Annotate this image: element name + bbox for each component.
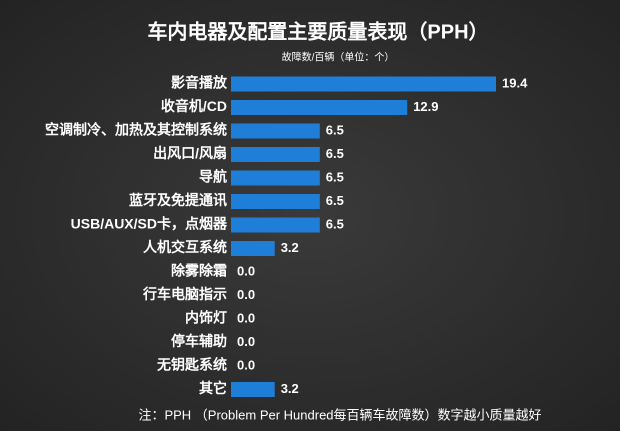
value-label: 6.5 [326,216,344,231]
chart-subtitle: 故障数/百辆（单位：个） [282,51,395,64]
chart-title: 车内电器及配置主要质量表现（PPH） [147,19,488,43]
value-label: 6.5 [326,193,344,208]
bar [231,170,320,186]
bar [231,76,496,92]
category-label: 内饰灯 [185,310,227,326]
bar [231,147,320,162]
value-label: 3.2 [281,240,299,255]
category-label: 出风口/风扇 [153,145,227,161]
value-label: 12.9 [413,99,438,114]
bar [231,123,320,139]
bar [231,217,320,233]
bar [231,241,275,256]
value-label: 0.0 [237,263,255,278]
category-label: 收音机/CD [161,98,227,114]
category-label: 空调制冷、加热及其控制系统 [45,122,227,138]
category-label: 蓝牙及免提通讯 [129,192,227,208]
category-label: 除雾除霜 [171,263,227,279]
category-label: 停车辅助 [171,333,227,349]
bar [231,194,320,209]
value-label: 3.2 [281,381,299,396]
value-label: 19.4 [502,75,528,90]
value-label: 0.0 [237,357,255,372]
category-label: 其它 [199,380,227,396]
category-label: 人机交互系统 [143,239,227,255]
value-label: 0.0 [237,334,255,349]
chart-note: 注：PPH （Problem Per Hundred每百辆车故障数）数字越小质量… [138,407,541,422]
category-label: USB/AUX/SD卡，点烟器 [71,216,228,232]
value-label: 6.5 [326,146,344,161]
value-label: 0.0 [237,310,255,325]
category-label: 导航 [199,169,227,185]
value-label: 6.5 [326,169,344,184]
bar [231,100,408,115]
category-label: 影音播放 [171,75,228,91]
value-label: 0.0 [237,287,255,302]
category-label: 行车电脑指示 [142,286,227,302]
bar [231,382,275,397]
category-label: 无钥匙系统 [156,357,227,373]
value-label: 6.5 [326,122,344,137]
